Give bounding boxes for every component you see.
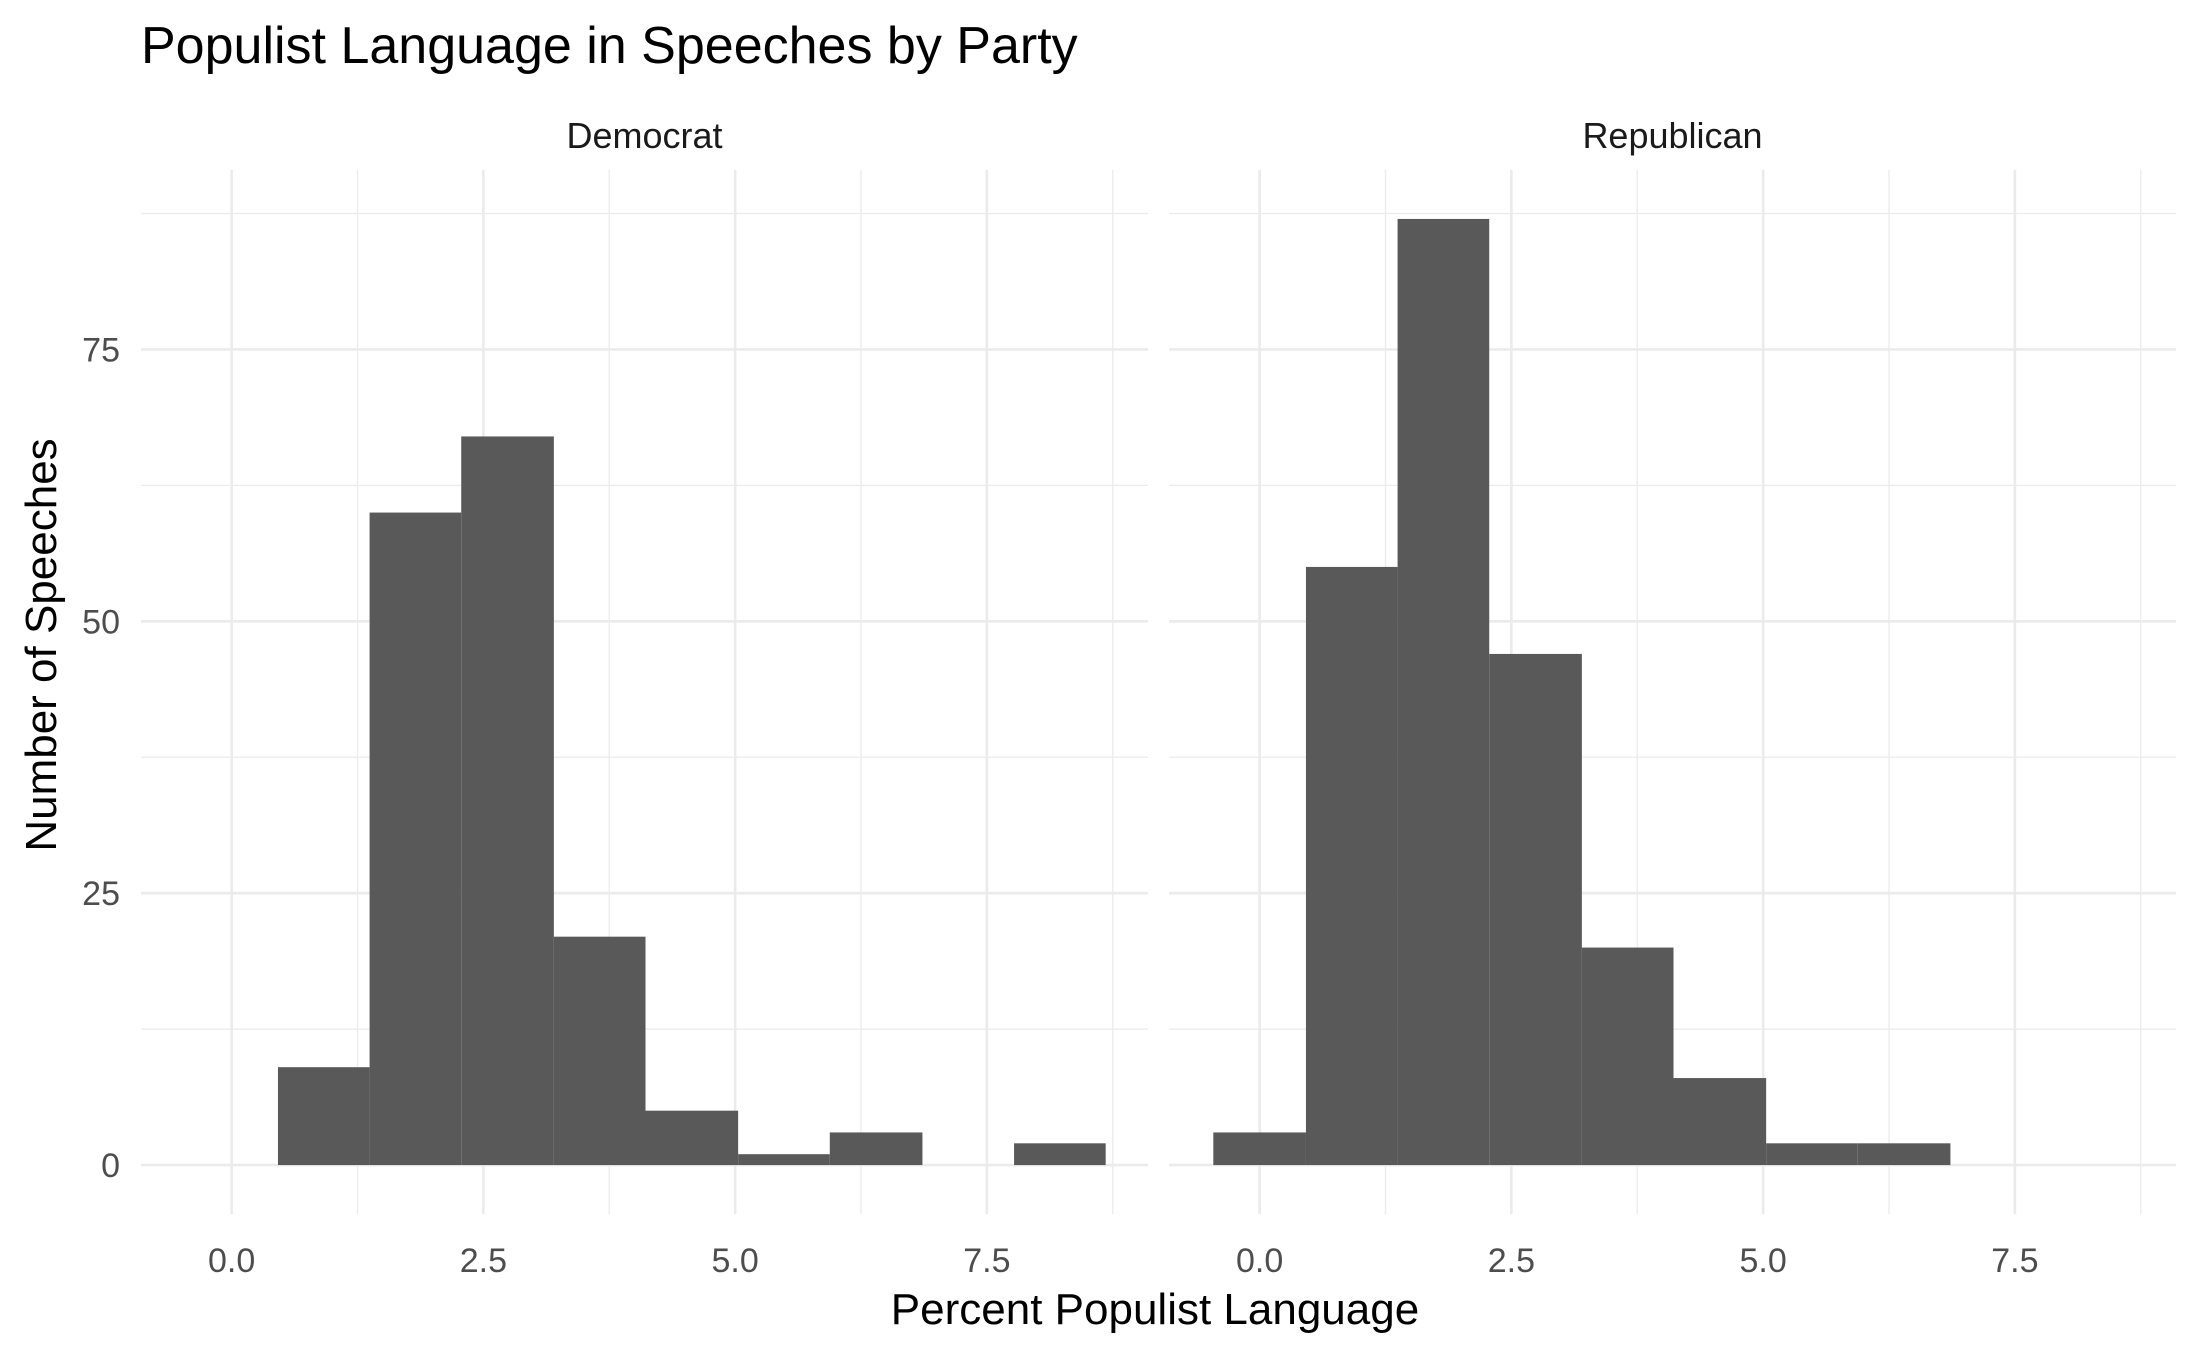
y-tick-label: 75 xyxy=(82,331,120,369)
histogram-bar xyxy=(1014,1143,1106,1166)
histogram-bar xyxy=(645,1110,739,1166)
histogram-bar xyxy=(1673,1078,1767,1166)
histogram-bar xyxy=(277,1067,370,1166)
y-axis-title: Number of Speeches xyxy=(17,438,66,851)
histogram-bar xyxy=(1489,653,1582,1166)
facet-strip-label: Democrat xyxy=(566,115,722,156)
facet-panels: 0 25 50 75 Democrat 0.0 2.5 5.0 7.5 Republican 0.0… xyxy=(82,115,2176,1280)
y-tick-label: 25 xyxy=(82,875,120,913)
y-tick-label: 0 xyxy=(101,1147,120,1185)
histogram-bar xyxy=(553,936,646,1166)
histogram-bar xyxy=(1857,1143,1951,1166)
x-tick-label: 2.5 xyxy=(1488,1242,1535,1280)
facet-strip-label: Republican xyxy=(1582,115,1762,156)
x-tick-label: 7.5 xyxy=(963,1242,1010,1280)
x-tick-label: 5.0 xyxy=(711,1242,758,1280)
histogram-bar xyxy=(369,512,462,1166)
x-axis-title: Percent Populist Language xyxy=(891,1285,1419,1334)
histogram-bar xyxy=(1397,218,1490,1166)
facet-panel-democrat: Democrat 0.0 2.5 5.0 7.5 xyxy=(141,115,1148,1280)
chart-title: Populist Language in Speeches by Party xyxy=(141,17,1078,75)
y-tick-label: 50 xyxy=(82,603,120,641)
histogram-bar xyxy=(461,436,554,1166)
x-tick-label: 2.5 xyxy=(460,1242,507,1280)
histogram-bar xyxy=(738,1154,830,1166)
histogram-bar xyxy=(829,1132,923,1166)
histogram-bar xyxy=(1766,1143,1858,1166)
x-tick-label: 0.0 xyxy=(208,1242,255,1280)
x-tick-label: 5.0 xyxy=(1739,1242,1786,1280)
x-tick-label: 0.0 xyxy=(1236,1242,1283,1280)
facet-panel-republican: Republican 0.0 2.5 5.0 7.5 xyxy=(1169,115,2176,1280)
histogram-bar xyxy=(1213,1132,1306,1166)
x-tick-label: 7.5 xyxy=(1991,1242,2038,1280)
histogram-bar xyxy=(1305,566,1398,1166)
histogram-bar xyxy=(1581,947,1674,1166)
